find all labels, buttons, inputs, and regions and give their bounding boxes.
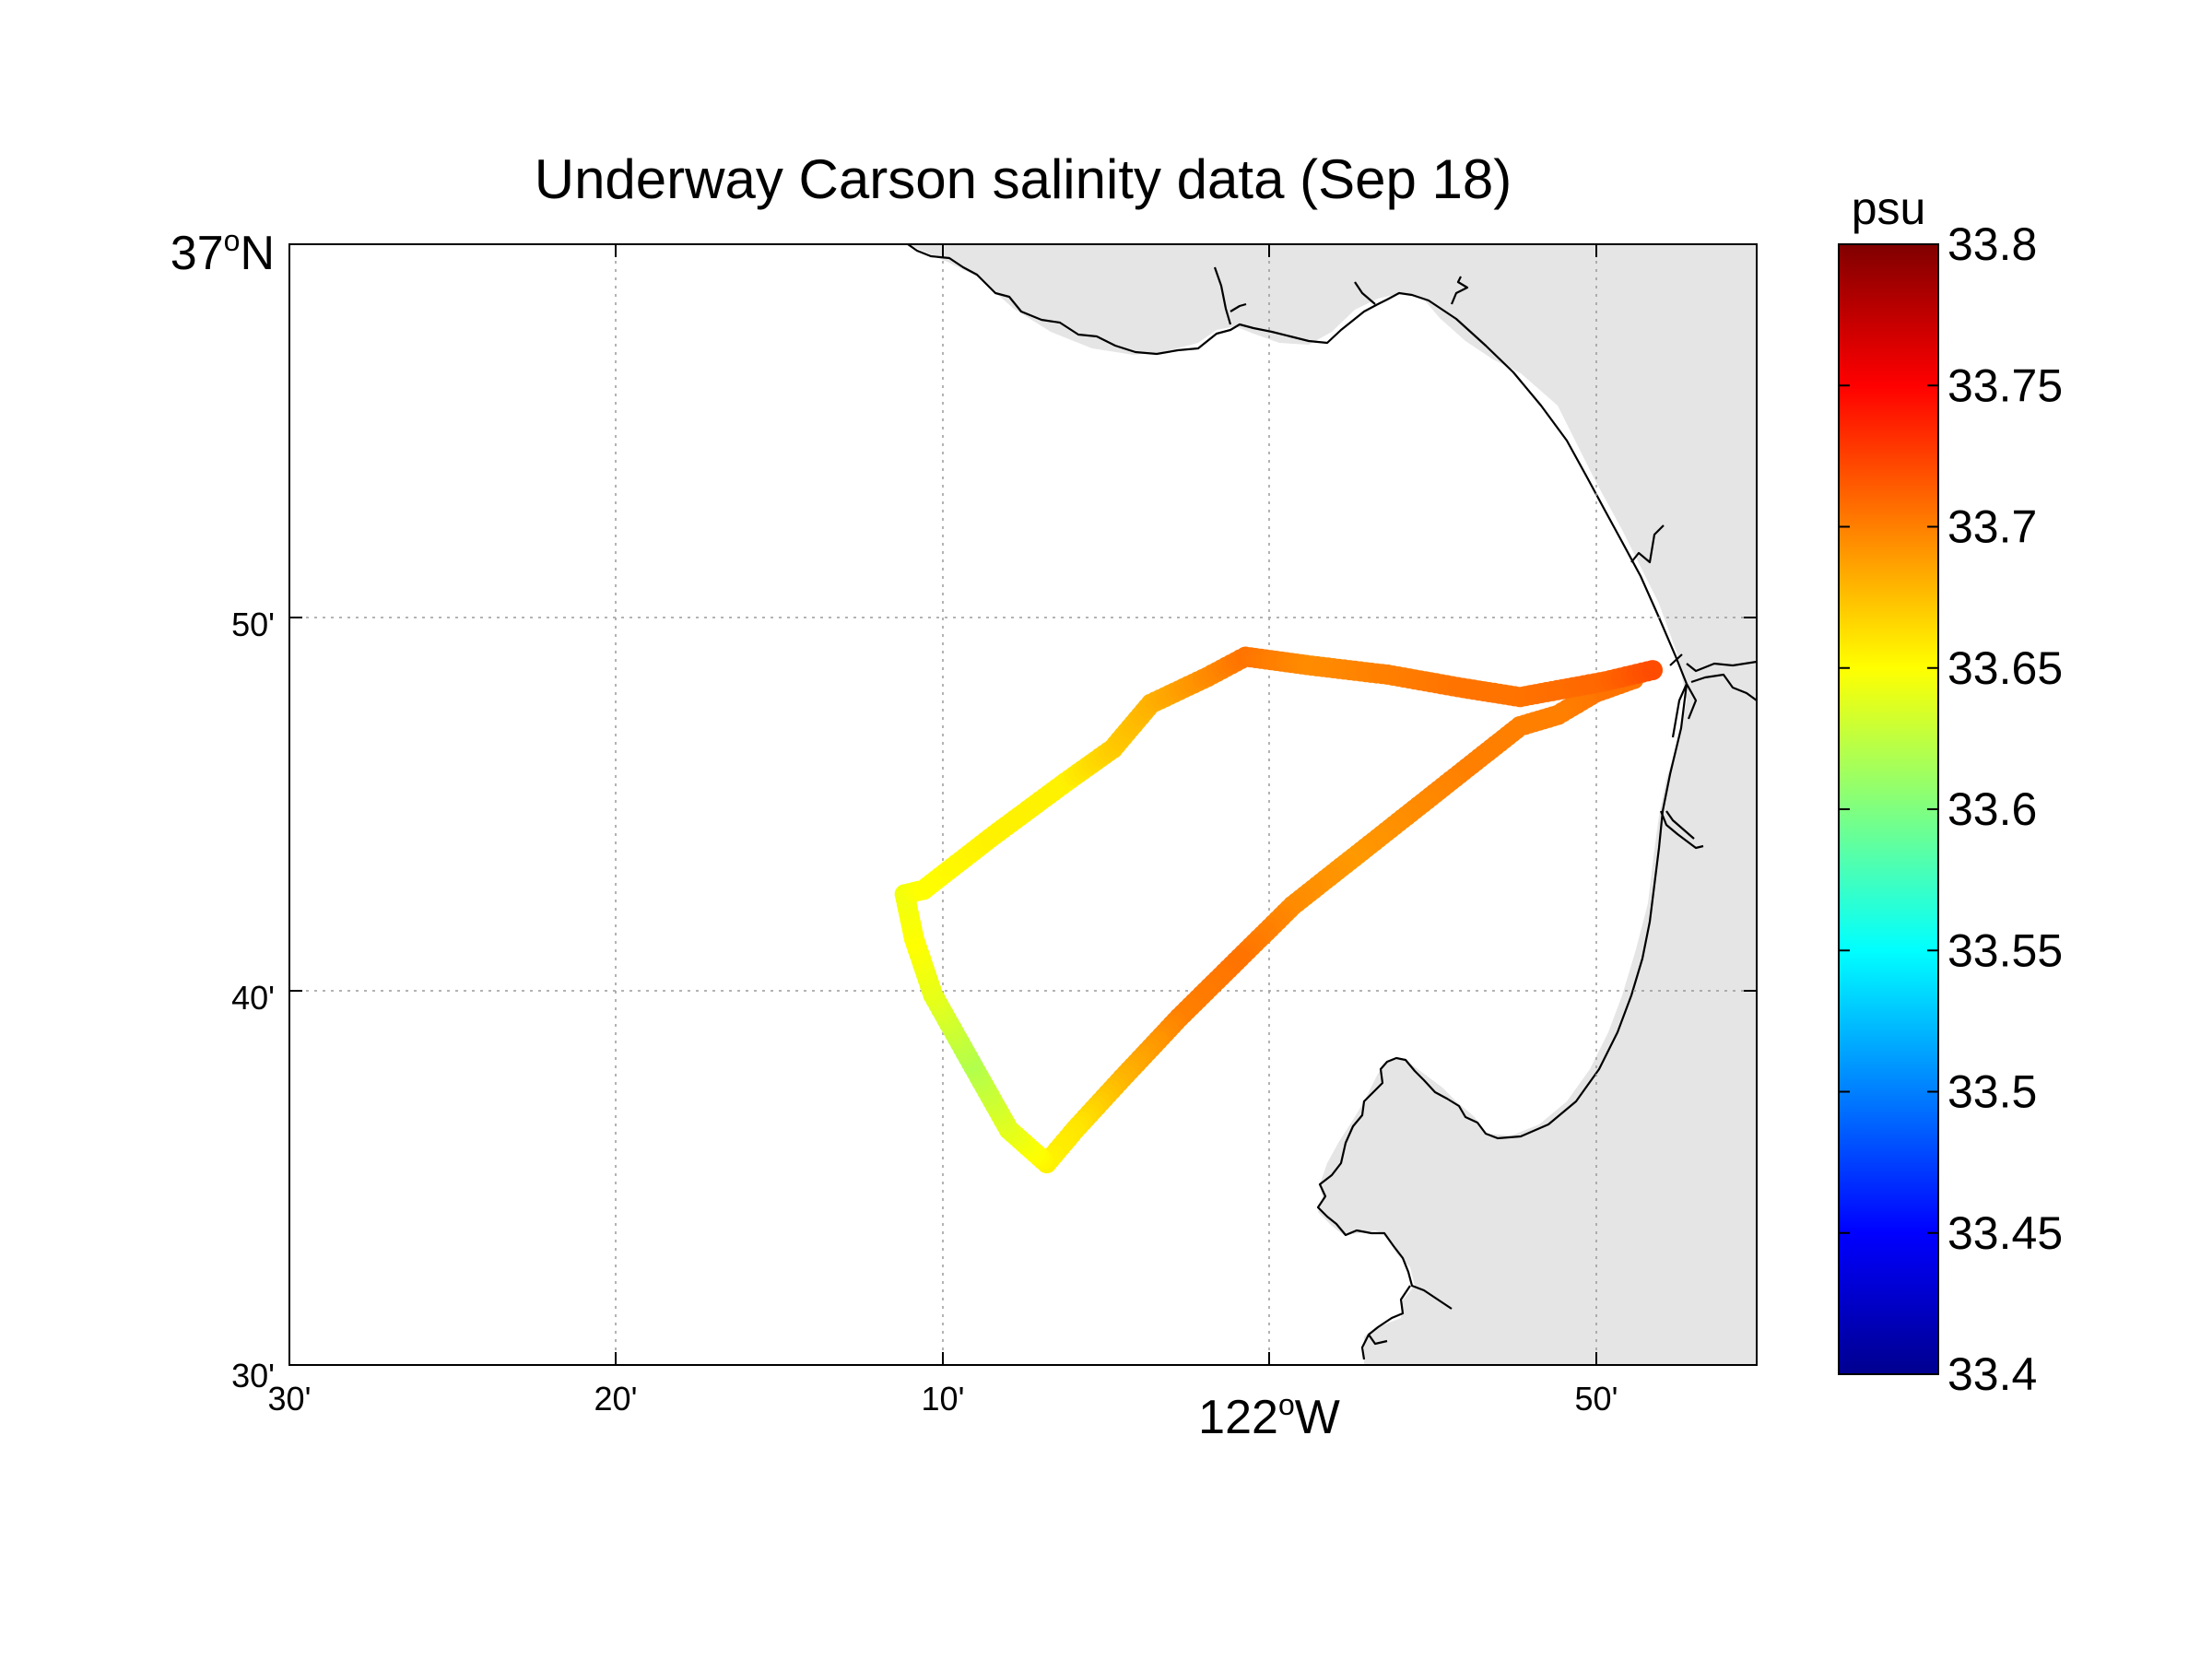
colorbar-ticks: 33.4 33.45 33.5 33.55 33.6 33.65 33.7 33.75 33.8 [1839, 218, 2063, 1400]
colorbar-tick-label: 33.45 [1947, 1207, 2063, 1259]
colorbar-tick-label: 33.55 [1947, 924, 2063, 976]
y-major-deg: 37 [171, 227, 224, 280]
x-major-hemi: W [1295, 1391, 1340, 1444]
map-frame [288, 243, 1758, 1366]
y-tick-label: 30' [231, 1357, 275, 1394]
y-tick-label: 50' [231, 606, 275, 643]
map-plot-area [289, 244, 1757, 1365]
colorbar-tick-label: 33.7 [1947, 501, 2037, 553]
y-major-hemi: N [240, 227, 275, 280]
north-coast-land [908, 244, 1757, 654]
east-coast-land [1318, 654, 1757, 1365]
x-tick-label: 50' [1575, 1380, 1618, 1418]
colorbar-tick-label: 33.6 [1947, 783, 2037, 835]
harbor-lines [1659, 660, 1757, 850]
colorbar: psu 33.4 33.45 33.5 33.55 33.6 33.65 33.7 33.75… [1838, 182, 2063, 1400]
colorbar-tick-label: 33.4 [1947, 1348, 2037, 1400]
colorbar-tick-label: 33.75 [1947, 359, 2063, 411]
colorbar-title: psu [1852, 182, 1926, 234]
east-coastline [1316, 683, 1688, 1360]
salinity-point [1642, 660, 1664, 681]
colorbar-tick-label: 33.5 [1947, 1066, 2037, 1118]
y-tick-label-major: 37oN [171, 224, 275, 280]
x-tick-label: 20' [594, 1380, 638, 1418]
ship-track [894, 646, 1664, 1174]
y-tick-label: 40' [231, 979, 275, 1017]
axis-tick-marks [289, 244, 1757, 1365]
x-tick-label: 30' [268, 1380, 312, 1418]
x-major-deg: 122 [1198, 1391, 1278, 1444]
colorbar-tick-label: 33.8 [1947, 218, 2037, 270]
colorbar-gradient [1838, 243, 1939, 1375]
x-tick-label-major: 122oW [1198, 1388, 1340, 1444]
colorbar-tick-label: 33.65 [1947, 642, 2063, 694]
y-major-sup: o [224, 224, 241, 257]
chart-title: Underway Carson salinity data (Sep 18) [535, 148, 1512, 210]
north-rivers [1213, 266, 1683, 666]
x-major-sup: o [1278, 1388, 1295, 1421]
north-coastline [907, 244, 1688, 685]
x-tick-label: 10' [922, 1380, 965, 1418]
